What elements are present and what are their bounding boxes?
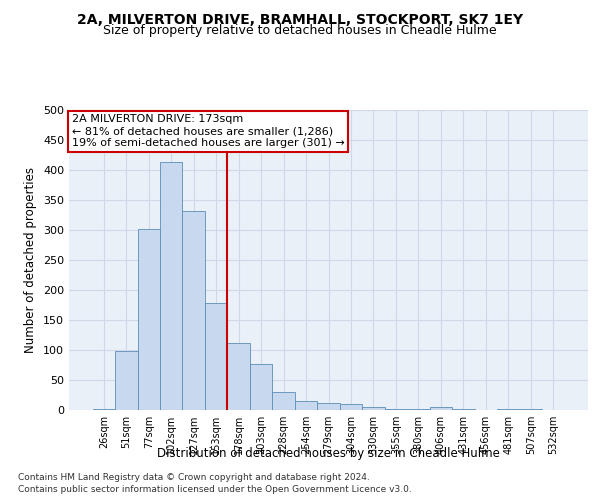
Bar — [115, 350, 137, 410]
Y-axis label: Number of detached properties: Number of detached properties — [25, 167, 37, 353]
Text: Size of property relative to detached houses in Cheadle Hulme: Size of property relative to detached ho… — [103, 24, 497, 37]
Bar — [182, 211, 205, 410]
Bar — [362, 407, 385, 410]
Text: Distribution of detached houses by size in Cheadle Hulme: Distribution of detached houses by size … — [157, 448, 500, 460]
Bar — [385, 409, 407, 410]
Bar — [272, 392, 295, 410]
Bar — [295, 401, 317, 410]
Text: Contains public sector information licensed under the Open Government Licence v3: Contains public sector information licen… — [18, 485, 412, 494]
Text: Contains HM Land Registry data © Crown copyright and database right 2024.: Contains HM Land Registry data © Crown c… — [18, 472, 370, 482]
Bar — [317, 403, 340, 410]
Bar — [430, 407, 452, 410]
Bar — [205, 303, 227, 410]
Bar — [160, 162, 182, 410]
Bar — [340, 404, 362, 410]
Bar — [227, 343, 250, 410]
Text: 2A, MILVERTON DRIVE, BRAMHALL, STOCKPORT, SK7 1EY: 2A, MILVERTON DRIVE, BRAMHALL, STOCKPORT… — [77, 12, 523, 26]
Bar — [137, 229, 160, 410]
Text: 2A MILVERTON DRIVE: 173sqm
← 81% of detached houses are smaller (1,286)
19% of s: 2A MILVERTON DRIVE: 173sqm ← 81% of deta… — [71, 114, 344, 148]
Bar — [250, 364, 272, 410]
